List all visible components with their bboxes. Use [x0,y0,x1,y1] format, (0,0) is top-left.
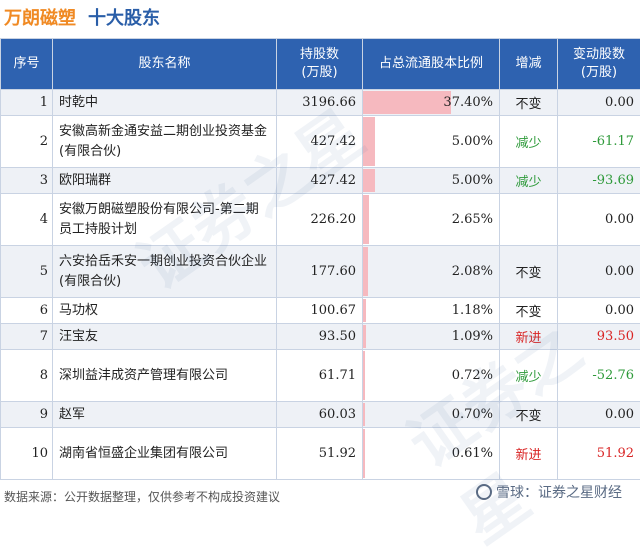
shareholder-name: 六安拾岳禾安一期创业投资合伙企业(有限合伙) [53,246,277,298]
shares-held: 93.50 [277,324,363,350]
shares-held: 427.42 [277,116,363,168]
table-subtitle: 十大股东 [88,4,160,30]
change-status: 新进 [500,324,558,350]
ratio-value: 5.00% [363,134,499,149]
share-change: 0.00 [558,90,640,116]
ratio-value: 1.09% [363,329,499,344]
ratio-cell: 5.00% [363,168,500,194]
ratio-cell: 0.72% [363,350,500,402]
change-status: 减少 [500,116,558,168]
change-status: 不变 [500,298,558,324]
shares-held: 100.67 [277,298,363,324]
share-change: 93.50 [558,324,640,350]
shareholder-name: 汪宝友 [53,324,277,350]
share-change: -61.17 [558,116,640,168]
share-change: 0.00 [558,298,640,324]
shares-held: 61.71 [277,350,363,402]
shareholder-name: 安徽高新金通安益二期创业投资基金(有限合伙) [53,116,277,168]
ratio-cell: 37.40% [363,90,500,116]
ratio-value: 5.00% [363,173,499,188]
shares-held: 226.20 [277,194,363,246]
ratio-value: 0.61% [363,446,499,461]
page-title: 万朗磁塑 十大股东 [4,2,160,32]
shareholder-name: 马功权 [53,298,277,324]
ratio-value: 2.65% [363,212,499,227]
ratio-cell: 1.18% [363,298,500,324]
col-header-change: 增减 [500,39,558,90]
row-number: 5 [1,246,53,298]
col-header-name: 股东名称 [53,39,277,90]
shares-held: 177.60 [277,246,363,298]
ratio-cell: 0.61% [363,428,500,480]
row-number: 2 [1,116,53,168]
share-change: 0.00 [558,246,640,298]
company-name: 万朗磁塑 [4,4,76,30]
table-header-row: 序号 股东名称 持股数(万股) 占总流通股本比例 增减 变动股数(万股) [1,39,640,90]
snowball-icon [476,484,492,500]
ratio-cell: 1.09% [363,324,500,350]
row-number: 4 [1,194,53,246]
shares-held: 60.03 [277,402,363,428]
change-status: 新进 [500,428,558,480]
change-status: 减少 [500,168,558,194]
ratio-cell: 2.65% [363,194,500,246]
brand-logo-text: 雪球：证券之星财经 [496,482,622,502]
change-status [500,194,558,246]
row-number: 3 [1,168,53,194]
ratio-cell: 0.70% [363,402,500,428]
shares-held: 51.92 [277,428,363,480]
ratio-cell: 5.00% [363,116,500,168]
change-status: 不变 [500,402,558,428]
shareholder-name: 赵军 [53,402,277,428]
shareholder-name: 深圳益沣成资产管理有限公司 [53,350,277,402]
share-change: 0.00 [558,402,640,428]
change-status: 减少 [500,350,558,402]
ratio-value: 37.40% [363,95,499,110]
change-status: 不变 [500,90,558,116]
shareholder-name: 安徽万朗磁塑股份有限公司-第二期员工持股计划 [53,194,277,246]
shareholder-name: 湖南省恒盛企业集团有限公司 [53,428,277,480]
ratio-value: 0.72% [363,368,499,383]
row-number: 7 [1,324,53,350]
row-number: 10 [1,428,53,480]
ratio-value: 0.70% [363,407,499,422]
shareholder-name: 时乾中 [53,90,277,116]
row-number: 8 [1,350,53,402]
ratio-value: 1.18% [363,303,499,318]
share-change: -93.69 [558,168,640,194]
brand-logo: 雪球：证券之星财经 [476,482,622,502]
row-number: 6 [1,298,53,324]
share-change: 51.92 [558,428,640,480]
share-change: 0.00 [558,194,640,246]
shares-held: 427.42 [277,168,363,194]
col-header-ratio: 占总流通股本比例 [363,39,500,90]
change-status: 不变 [500,246,558,298]
data-source-note: 数据来源：公开数据整理，仅供参考不构成投资建议 [4,488,280,505]
ratio-cell: 2.08% [363,246,500,298]
col-header-shares: 持股数(万股) [277,39,363,90]
col-header-delta: 变动股数(万股) [558,39,640,90]
share-change: -52.76 [558,350,640,402]
shares-held: 3196.66 [277,90,363,116]
col-header-no: 序号 [1,39,53,90]
ratio-value: 2.08% [363,264,499,279]
shareholder-name: 欧阳瑞群 [53,168,277,194]
row-number: 1 [1,90,53,116]
row-number: 9 [1,402,53,428]
